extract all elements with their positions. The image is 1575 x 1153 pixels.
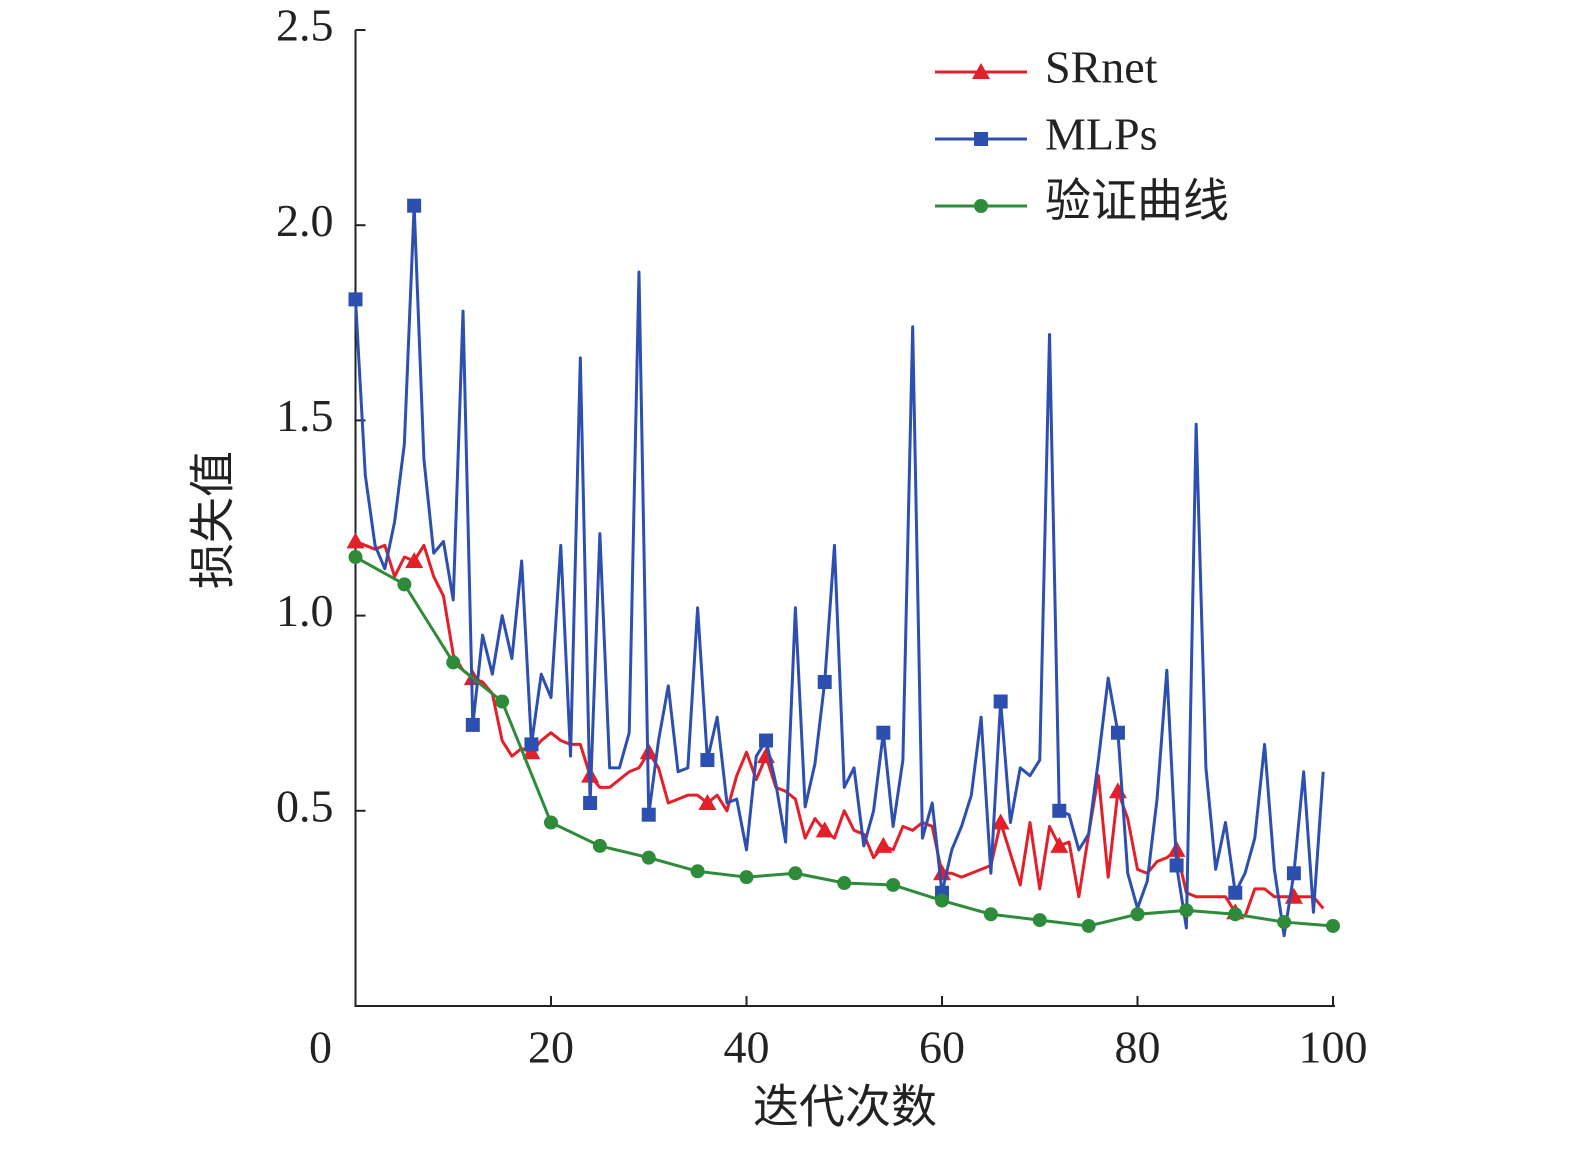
marker bbox=[874, 836, 893, 853]
marker bbox=[991, 813, 1010, 830]
marker bbox=[495, 694, 510, 709]
legend-label: SRnet bbox=[1045, 42, 1158, 93]
marker bbox=[592, 838, 607, 853]
x-tick-label: 0 bbox=[309, 1022, 332, 1073]
y-axis-label: 损失值 bbox=[188, 451, 239, 589]
marker bbox=[700, 753, 715, 768]
marker bbox=[1179, 903, 1194, 918]
series-line bbox=[354, 540, 1325, 918]
x-tick-label: 100 bbox=[1299, 1022, 1368, 1073]
marker bbox=[397, 577, 412, 592]
marker bbox=[641, 807, 656, 822]
y-tick-label: 2.5 bbox=[276, 0, 334, 51]
marker bbox=[837, 876, 852, 891]
marker bbox=[1228, 907, 1243, 922]
x-tick-label: 20 bbox=[528, 1022, 574, 1073]
marker bbox=[983, 907, 998, 922]
marker bbox=[690, 864, 705, 879]
marker bbox=[641, 850, 656, 865]
marker bbox=[698, 793, 717, 810]
marker bbox=[1228, 885, 1243, 900]
legend-marker bbox=[974, 132, 988, 146]
x-axis-label: 迭代次数 bbox=[753, 1082, 937, 1133]
marker bbox=[348, 550, 363, 565]
y-tick-label: 2.0 bbox=[276, 195, 334, 246]
marker bbox=[1326, 918, 1340, 933]
marker bbox=[407, 198, 422, 213]
marker bbox=[1032, 913, 1047, 928]
marker bbox=[1052, 803, 1067, 818]
marker bbox=[544, 815, 558, 830]
marker bbox=[465, 717, 480, 732]
marker bbox=[1108, 782, 1127, 799]
legend-label: MLPs bbox=[1045, 109, 1157, 160]
legend-marker bbox=[974, 199, 988, 213]
legend-marker bbox=[972, 63, 990, 79]
marker bbox=[993, 694, 1008, 709]
legend-label: 验证曲线 bbox=[1045, 176, 1229, 227]
x-tick-label: 80 bbox=[1115, 1022, 1161, 1073]
marker bbox=[1130, 907, 1145, 922]
marker bbox=[346, 532, 365, 549]
marker bbox=[348, 292, 363, 307]
marker bbox=[788, 866, 803, 881]
marker bbox=[759, 733, 774, 748]
marker bbox=[1081, 918, 1096, 933]
marker bbox=[935, 893, 949, 908]
y-tick-label: 1.0 bbox=[276, 585, 334, 636]
marker bbox=[739, 870, 754, 885]
marker bbox=[524, 737, 539, 752]
marker bbox=[583, 795, 598, 810]
y-tick-label: 1.5 bbox=[276, 390, 334, 441]
marker bbox=[886, 877, 901, 892]
x-tick-label: 60 bbox=[919, 1022, 965, 1073]
marker bbox=[817, 674, 832, 689]
marker bbox=[815, 821, 834, 838]
marker bbox=[446, 655, 461, 670]
y-tick-label: 0.5 bbox=[276, 780, 334, 831]
marker bbox=[1286, 866, 1301, 881]
series-line bbox=[354, 204, 1325, 938]
marker bbox=[1110, 725, 1125, 740]
marker bbox=[1169, 858, 1184, 873]
marker bbox=[1277, 915, 1292, 930]
marker bbox=[876, 725, 891, 740]
marker bbox=[405, 551, 424, 568]
x-tick-label: 40 bbox=[724, 1022, 770, 1073]
marker bbox=[1050, 836, 1069, 853]
